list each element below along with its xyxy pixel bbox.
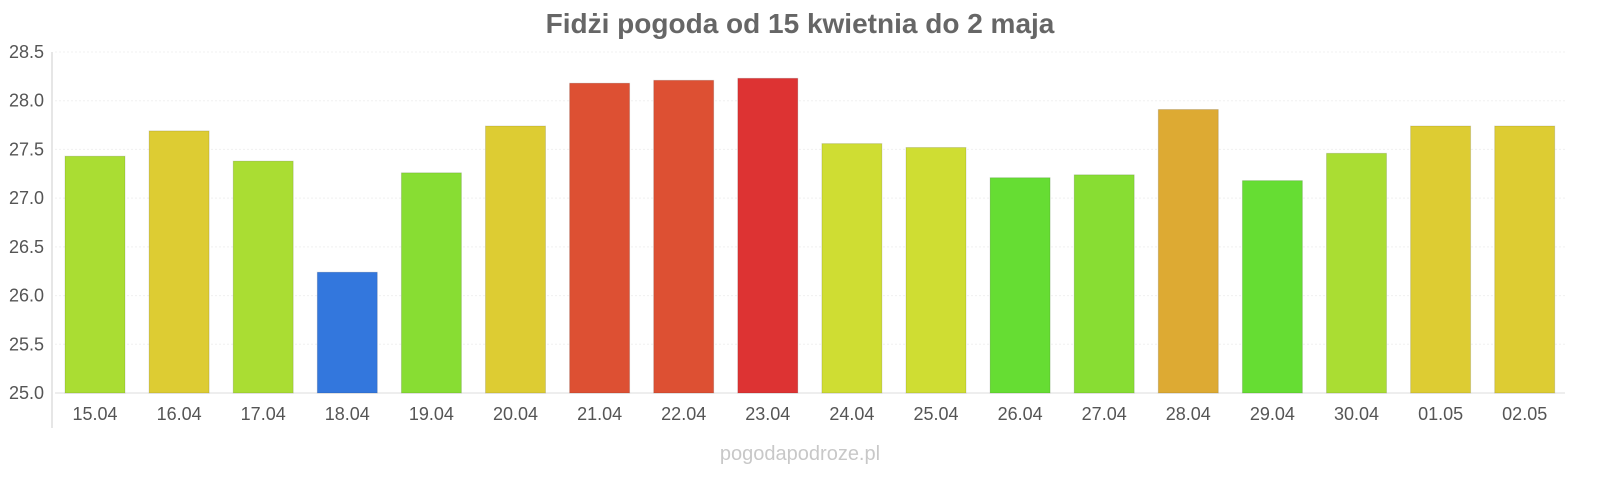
y-axis: 25.0 25.5 26.0 26.5 27.0 27.5 28.0 28.5 bbox=[9, 42, 53, 428]
y-tick-label: 25.0 bbox=[9, 383, 44, 403]
bar bbox=[989, 177, 1051, 394]
bar bbox=[569, 82, 631, 394]
bar bbox=[148, 130, 210, 394]
x-tick-label: 27.04 bbox=[1082, 404, 1127, 424]
bar bbox=[1494, 125, 1556, 394]
y-tick-label: 26.0 bbox=[9, 286, 44, 306]
x-tick-label: 29.04 bbox=[1250, 404, 1295, 424]
bar bbox=[1073, 174, 1135, 394]
bar bbox=[232, 160, 294, 394]
x-tick-label: 28.04 bbox=[1166, 404, 1211, 424]
bar bbox=[737, 77, 799, 394]
bar bbox=[1410, 125, 1472, 394]
y-tick-label: 26.5 bbox=[9, 237, 44, 257]
y-tick-label: 28.0 bbox=[9, 91, 44, 111]
x-tick-label: 18.04 bbox=[325, 404, 370, 424]
bar bbox=[316, 271, 378, 394]
grid-lines bbox=[55, 51, 1565, 394]
x-axis: 15.04 16.04 17.04 18.04 19.04 20.04 21.04 22.04… bbox=[72, 404, 1547, 424]
x-tick-label: 20.04 bbox=[493, 404, 538, 424]
x-tick-label: 24.04 bbox=[829, 404, 874, 424]
x-tick-label: 26.04 bbox=[998, 404, 1043, 424]
x-tick-label: 17.04 bbox=[241, 404, 286, 424]
x-tick-label: 02.05 bbox=[1502, 404, 1547, 424]
bars-group bbox=[64, 77, 1556, 394]
x-tick-label: 30.04 bbox=[1334, 404, 1379, 424]
y-tick-label: 27.0 bbox=[9, 188, 44, 208]
y-tick-label: 25.5 bbox=[9, 334, 44, 354]
x-tick-label: 16.04 bbox=[157, 404, 202, 424]
x-tick-label: 23.04 bbox=[745, 404, 790, 424]
y-tick-label: 27.5 bbox=[9, 139, 44, 159]
bar bbox=[400, 172, 462, 394]
bar bbox=[485, 125, 546, 394]
watermark-text: pogodapodroze.pl bbox=[720, 443, 880, 465]
x-tick-label: 21.04 bbox=[577, 404, 622, 424]
bar bbox=[64, 155, 126, 394]
x-tick-label: 15.04 bbox=[72, 404, 117, 424]
x-tick-label: 01.05 bbox=[1418, 404, 1463, 424]
bar bbox=[1326, 152, 1387, 394]
chart-title: Fidżi pogoda od 15 kwietnia do 2 maja bbox=[546, 8, 1055, 39]
bar bbox=[1241, 180, 1303, 394]
y-tick-label: 28.5 bbox=[9, 42, 44, 62]
x-tick-label: 19.04 bbox=[409, 404, 454, 424]
bar bbox=[905, 147, 967, 394]
x-tick-label: 25.04 bbox=[913, 404, 958, 424]
bar bbox=[1157, 109, 1219, 394]
bar bbox=[821, 143, 883, 394]
x-tick-label: 22.04 bbox=[661, 404, 706, 424]
bar bbox=[653, 79, 715, 394]
